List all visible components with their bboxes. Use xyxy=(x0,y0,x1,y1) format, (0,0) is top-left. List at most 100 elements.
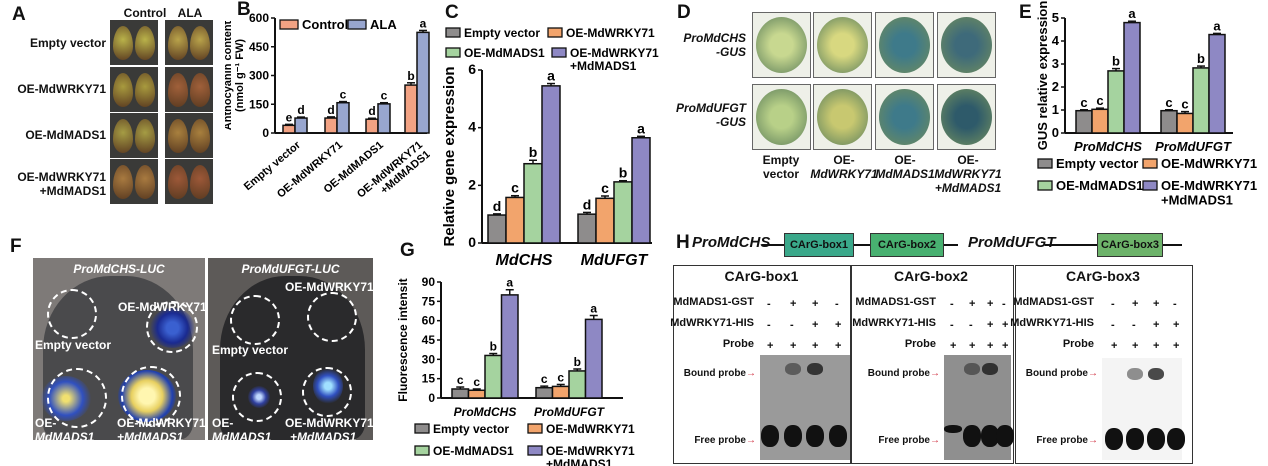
lane-sign-2-1: - xyxy=(1111,319,1115,331)
lane-sign-1-1: - xyxy=(767,298,771,310)
leaf xyxy=(168,26,188,60)
y-tick-label: 4 xyxy=(468,119,476,135)
lane-sign-2-3: + xyxy=(812,319,819,331)
lane-sign-2-2: - xyxy=(790,319,794,331)
lane-sign-3-3: + xyxy=(987,340,994,352)
legend-label: Empty vector xyxy=(464,26,540,40)
bar-oe-mdwrky71 xyxy=(505,196,525,244)
significance-letter: c xyxy=(381,89,388,103)
leaf xyxy=(135,73,155,107)
bar-oe-mdwrky71 xyxy=(467,389,486,399)
col-label-empty: Empty vector xyxy=(752,153,810,181)
leaf-disc xyxy=(941,17,992,73)
gus-leaf-disc-2-2 xyxy=(813,84,872,150)
leaf-disc xyxy=(817,89,868,145)
y-tick-label: 3 xyxy=(1052,56,1059,71)
carg-box2-diagram: CArG-box2 xyxy=(870,233,944,257)
row-label-combo-1: OE-MdWRKY71 xyxy=(17,170,106,184)
luc-label-mads-1: OE- xyxy=(35,416,57,430)
lane-sign-3-4: + xyxy=(1173,340,1180,352)
leaf-photo-control-2 xyxy=(110,67,158,112)
emsa-row-label-mdwrky71-his: MdWRKY71-HIS xyxy=(852,317,936,329)
category-label: MdCHS xyxy=(496,252,553,269)
y-tick-label: 60 xyxy=(422,314,436,328)
significance-letter: a xyxy=(1213,18,1221,33)
category-label: ProMdCHS xyxy=(454,405,517,419)
col-label-mads-1: OE- xyxy=(894,153,916,167)
free-probe-label-2: Free probe→ xyxy=(878,435,940,446)
free-probe-band xyxy=(944,425,962,433)
lane-sign-3-1: + xyxy=(1111,340,1118,352)
free-probe-arrow-icon: → xyxy=(1088,435,1098,446)
infiltration-circle-empty xyxy=(47,289,97,339)
bar-ala xyxy=(416,31,430,134)
luc-title-prochs: ProMdCHS-LUC xyxy=(73,262,165,276)
leaf xyxy=(190,165,210,199)
bar-oe-mdwrky71 xyxy=(1091,108,1109,134)
lane-sign-3-1: + xyxy=(767,340,774,352)
bound-probe-text: Bound probe xyxy=(867,368,930,379)
col-label-empty-2: vector xyxy=(762,167,800,181)
legend-swatch xyxy=(414,445,430,456)
lane-sign-1-4: - xyxy=(835,298,839,310)
luc-label-mads-2: MdMADS1 xyxy=(212,430,272,444)
row-label-proufgt-2: -GUS xyxy=(716,115,746,129)
col-label-mads: OE- MdMADS1 xyxy=(873,153,937,181)
bound-probe-arrow-icon: → xyxy=(1088,368,1098,379)
leaf-photo-control-1 xyxy=(110,20,158,65)
lane-sign-2-3: + xyxy=(1153,319,1160,331)
gus-leaf-disc-1-1 xyxy=(752,12,811,78)
bar-oe-mdwrky71 xyxy=(1176,112,1194,134)
luc-label-wrky: OE-MdWRKY71 xyxy=(285,280,374,294)
legend-label: OE-MdMADS1 xyxy=(433,444,514,458)
infiltration-circle-combo xyxy=(302,367,352,417)
significance-letter: b xyxy=(574,355,581,369)
bar-oe-mdwrky71-mdmads1 xyxy=(541,85,561,244)
legend-label: OE-MdWRKY71 xyxy=(546,422,635,436)
bar-ala xyxy=(294,117,308,134)
gus-leaf-disc-2-4 xyxy=(937,84,996,150)
legend-label: Empty vector xyxy=(433,422,509,436)
y-tick-label: 2 xyxy=(1052,79,1059,94)
lane-sign-2-2: - xyxy=(969,319,973,331)
bar-oe-mdwrky71-mdmads1 xyxy=(500,294,519,399)
emsa-row-label-mdwrky71-his: MdWRKY71-HIS xyxy=(670,317,754,329)
gus-leaf-disc-2-3 xyxy=(875,84,934,150)
emsa-gel-1 xyxy=(760,355,850,460)
bound-probe-text: Bound probe xyxy=(1025,368,1088,379)
significance-letter: d xyxy=(297,103,304,117)
leaf-photo-control-3 xyxy=(110,113,158,158)
emsa-gel-2 xyxy=(944,355,1014,460)
col-label-empty-1: Empty xyxy=(762,153,800,167)
leaf-disc xyxy=(756,89,807,145)
lane-sign-3-3: + xyxy=(812,340,819,352)
significance-letter: b xyxy=(1112,54,1120,69)
leaf-photo-ala-2 xyxy=(165,67,213,112)
leaf-disc xyxy=(879,17,930,73)
leaf xyxy=(190,26,210,60)
bar-oe-mdwrky71 xyxy=(551,385,570,399)
legend-swatch xyxy=(445,27,461,38)
lane-sign-2-4: + xyxy=(835,319,842,331)
leaf xyxy=(168,73,188,107)
bar-control xyxy=(365,118,379,134)
free-probe-band xyxy=(784,425,802,447)
bar-oe-mdmads1 xyxy=(523,162,543,244)
lane-sign-1-3: + xyxy=(812,298,819,310)
free-probe-band xyxy=(829,425,847,447)
lane-sign-1-2: + xyxy=(1132,298,1139,310)
row-label-empty-vector: Empty vector xyxy=(29,36,106,50)
promoter-chs-label: ProMdCHS xyxy=(692,234,771,251)
significance-letter: d xyxy=(493,198,502,214)
legend-label: OE-MdWRKY71 +MdMADS1 xyxy=(546,444,635,466)
luc-label-mads-2: MdMADS1 xyxy=(35,430,95,444)
y-axis-label: Fluorescence intensit xyxy=(396,278,410,401)
emsa-row-label-probe: Probe xyxy=(1062,338,1094,350)
free-probe-band xyxy=(981,425,999,447)
free-probe-label-1: Free probe→ xyxy=(694,435,756,446)
legend-swatch xyxy=(445,47,461,58)
y-axis-label: GUS relative expression xyxy=(1035,1,1050,151)
bar-oe-mdwrky71-mdmads1 xyxy=(584,318,603,399)
leaf-photo-control-4 xyxy=(110,159,158,204)
